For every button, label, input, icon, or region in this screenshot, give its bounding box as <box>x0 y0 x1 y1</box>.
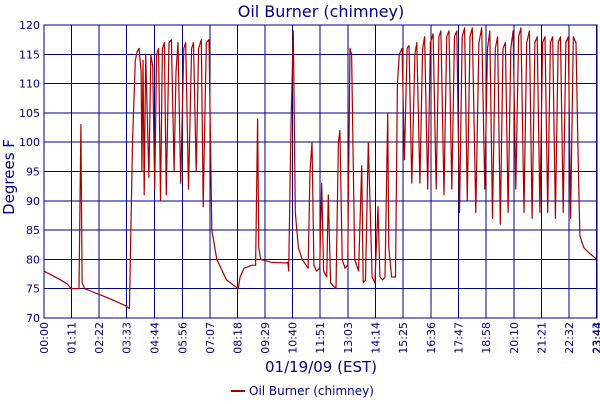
x-tick-label: 15:25 <box>397 322 410 354</box>
y-tick-label: 120 <box>19 19 40 32</box>
x-tick-label: 04:44 <box>148 322 161 354</box>
y-tick-label: 80 <box>26 253 40 266</box>
series-line <box>43 27 598 310</box>
x-tick-label: 20:10 <box>508 322 521 354</box>
x-tick-label: 17:47 <box>452 322 465 354</box>
x-tick-label: 03:33 <box>121 322 134 354</box>
x-tick-label: 10:40 <box>287 322 300 354</box>
y-tick-label: 105 <box>19 107 40 120</box>
x-tick-label: 21:21 <box>535 322 548 354</box>
x-tick-label: 00:00 <box>38 322 51 354</box>
x-tick-label: 23:44 <box>591 322 600 354</box>
legend-label: Oil Burner (chimney) <box>249 384 374 398</box>
y-tick-label: 85 <box>26 224 40 237</box>
x-tick-label: 09:29 <box>259 322 272 354</box>
y-tick-label: 110 <box>19 78 40 91</box>
legend: Oil Burner (chimney) <box>231 384 374 398</box>
x-tick-label: 13:03 <box>342 322 355 354</box>
x-tick-label: 02:22 <box>93 322 106 354</box>
y-axis-label: Degrees F <box>0 139 18 215</box>
y-tick-label: 95 <box>26 166 40 179</box>
x-tick-label: 11:51 <box>314 322 327 354</box>
y-tick-labels: 70 75 80 85 90 95 100 105 110 115 120 <box>19 19 40 325</box>
x-tick-label: 05:56 <box>176 322 189 354</box>
y-tick-label: 75 <box>26 283 40 296</box>
series-layer <box>43 27 598 310</box>
x-axis-label: 01/19/09 (EST) <box>265 358 377 376</box>
x-tick-labels: 00:00 01:11 02:22 03:33 04:44 05:56 07:07 08:18… <box>38 322 600 354</box>
x-tick-label: 01:11 <box>66 322 79 354</box>
y-tick-label: 115 <box>19 48 40 61</box>
plot-border <box>43 24 598 319</box>
x-tick-label: 14:14 <box>370 322 383 354</box>
x-tick-label: 22:32 <box>563 322 576 354</box>
chart-title: Oil Burner (chimney) <box>238 2 405 21</box>
axes <box>43 24 598 319</box>
x-tick-label: 23:43 <box>591 322 600 354</box>
x-tick-label: 08:18 <box>231 322 244 354</box>
x-tick-label: 07:07 <box>204 322 217 354</box>
y-tick-label: 70 <box>26 312 40 325</box>
x-tick-label: 18:58 <box>480 322 493 354</box>
x-tick-label: 16:36 <box>425 322 438 354</box>
y-tick-label: 90 <box>26 195 40 208</box>
y-tick-label: 100 <box>19 136 40 149</box>
